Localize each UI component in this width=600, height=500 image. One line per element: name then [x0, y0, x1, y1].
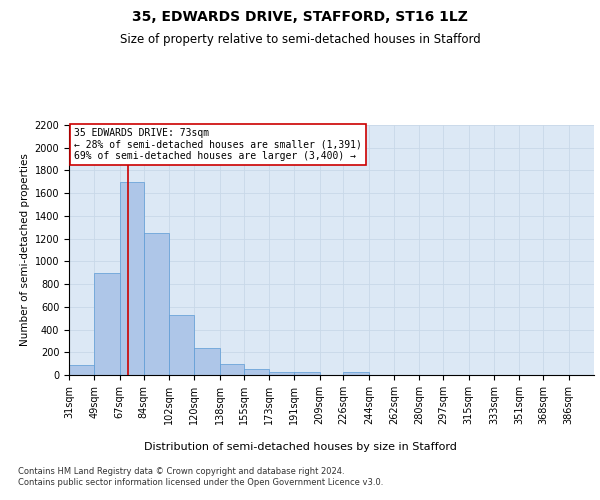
Bar — [94, 272, 119, 375]
Bar — [119, 182, 143, 375]
Bar — [169, 315, 194, 375]
Bar — [343, 372, 369, 375]
Bar — [220, 364, 244, 375]
Bar — [294, 372, 320, 375]
Text: Size of property relative to semi-detached houses in Stafford: Size of property relative to semi-detach… — [119, 32, 481, 46]
Bar — [143, 233, 169, 375]
Text: 35, EDWARDS DRIVE, STAFFORD, ST16 1LZ: 35, EDWARDS DRIVE, STAFFORD, ST16 1LZ — [132, 10, 468, 24]
Bar — [269, 372, 294, 375]
Text: 35 EDWARDS DRIVE: 73sqm
← 28% of semi-detached houses are smaller (1,391)
69% of: 35 EDWARDS DRIVE: 73sqm ← 28% of semi-de… — [74, 128, 362, 160]
Bar — [194, 348, 220, 375]
Text: Contains HM Land Registry data © Crown copyright and database right 2024.
Contai: Contains HM Land Registry data © Crown c… — [18, 468, 383, 487]
Bar — [69, 365, 94, 375]
Text: Distribution of semi-detached houses by size in Stafford: Distribution of semi-detached houses by … — [143, 442, 457, 452]
Bar — [244, 370, 269, 375]
Y-axis label: Number of semi-detached properties: Number of semi-detached properties — [20, 154, 31, 346]
